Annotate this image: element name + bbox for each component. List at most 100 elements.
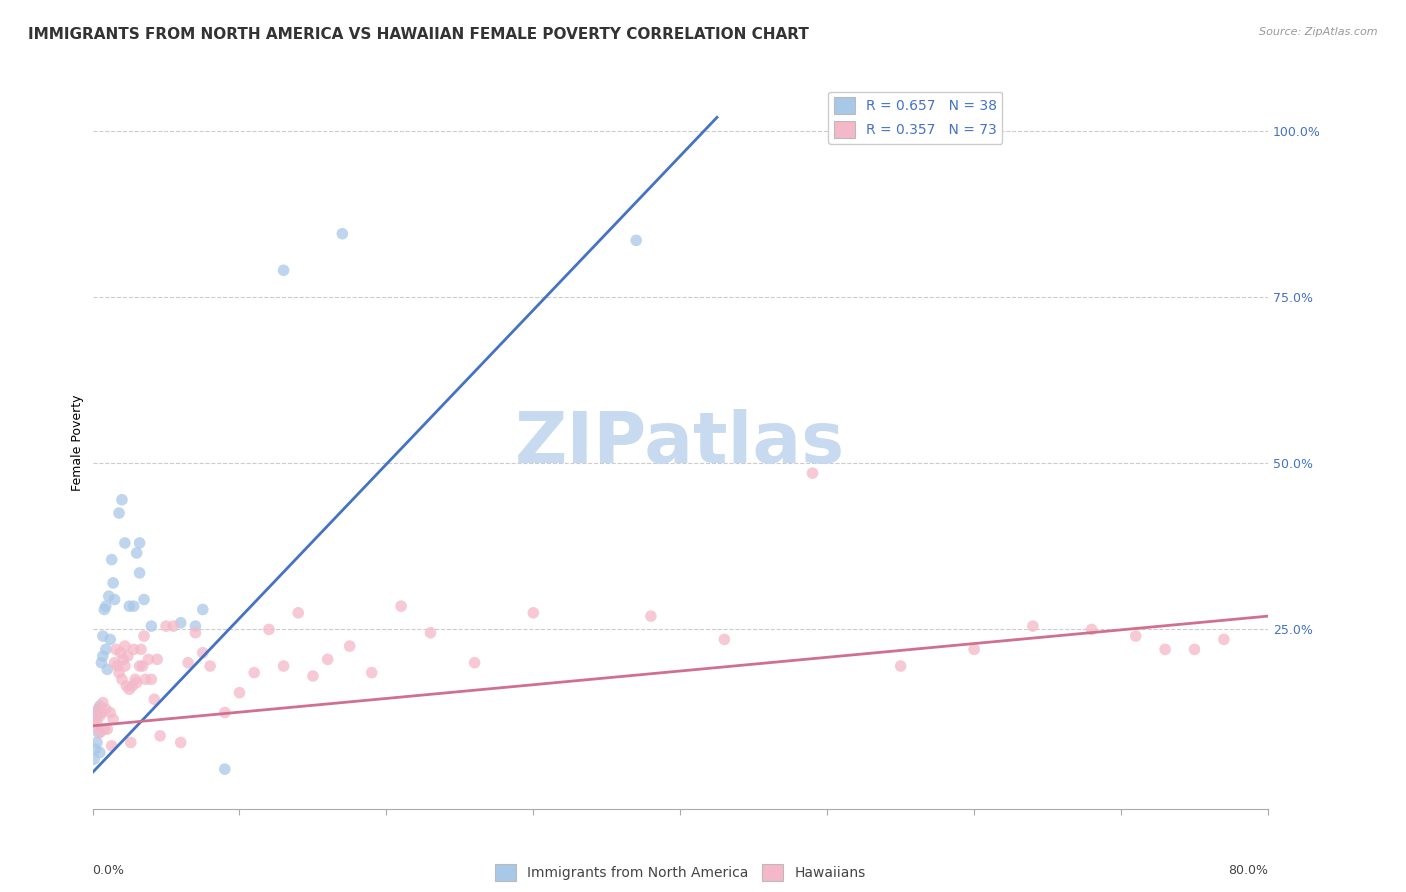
Point: [98, 706, 121, 720]
Point: [86, 735, 108, 749]
Point: [801, 466, 824, 480]
Point: [118, 682, 141, 697]
Point: [138, 652, 160, 666]
Point: [1154, 642, 1177, 657]
Point: [1184, 642, 1206, 657]
Point: [86, 709, 108, 723]
Point: [128, 536, 150, 550]
Point: [149, 729, 172, 743]
Point: [94, 702, 117, 716]
Point: [91, 629, 114, 643]
Point: [890, 659, 912, 673]
Point: [111, 673, 134, 687]
Point: [273, 659, 295, 673]
Point: [1125, 629, 1147, 643]
Point: [112, 652, 135, 666]
Point: [115, 679, 138, 693]
Point: [114, 659, 136, 673]
Point: [389, 599, 412, 614]
Point: [105, 642, 128, 657]
Point: [91, 696, 114, 710]
Point: [184, 625, 207, 640]
Point: [713, 632, 735, 647]
Point: [122, 642, 145, 657]
Point: [91, 648, 114, 663]
Point: [624, 233, 647, 247]
Point: [83, 752, 105, 766]
Text: ZIPatlas: ZIPatlas: [515, 409, 845, 478]
Point: [114, 536, 136, 550]
Point: [86, 715, 108, 730]
Point: [96, 662, 118, 676]
Point: [125, 675, 148, 690]
Point: [101, 712, 124, 726]
Point: [302, 669, 325, 683]
Point: [191, 646, 214, 660]
Point: [101, 575, 124, 590]
Point: [198, 659, 221, 673]
Point: [214, 762, 236, 776]
Point: [90, 706, 112, 720]
Point: [125, 546, 148, 560]
Point: [117, 648, 139, 663]
Point: [84, 719, 107, 733]
Point: [108, 665, 131, 680]
Point: [214, 706, 236, 720]
Point: [522, 606, 544, 620]
Point: [132, 592, 155, 607]
Point: [89, 709, 111, 723]
Point: [111, 492, 134, 507]
Point: [104, 656, 127, 670]
Point: [100, 739, 122, 753]
Point: [128, 566, 150, 580]
Point: [89, 746, 111, 760]
Point: [120, 735, 142, 749]
Point: [1080, 623, 1102, 637]
Point: [90, 656, 112, 670]
Text: Source: ZipAtlas.com: Source: ZipAtlas.com: [1260, 27, 1378, 37]
Point: [131, 659, 153, 673]
Point: [108, 506, 131, 520]
Point: [129, 642, 152, 657]
Point: [1212, 632, 1234, 647]
Y-axis label: Female Poverty: Female Poverty: [72, 395, 84, 491]
Point: [89, 725, 111, 739]
Point: [87, 725, 110, 739]
Point: [83, 709, 105, 723]
Legend: Immigrants from North America, Hawaiians: Immigrants from North America, Hawaiians: [489, 858, 872, 886]
Point: [170, 735, 193, 749]
Point: [162, 619, 184, 633]
Point: [93, 722, 115, 736]
Point: [287, 606, 309, 620]
Point: [84, 742, 107, 756]
Point: [360, 665, 382, 680]
Point: [141, 673, 163, 687]
Point: [257, 623, 280, 637]
Point: [243, 665, 266, 680]
Point: [84, 709, 107, 723]
Point: [122, 599, 145, 614]
Point: [330, 227, 353, 241]
Point: [273, 263, 295, 277]
Point: [963, 642, 986, 657]
Point: [143, 692, 166, 706]
Point: [124, 673, 146, 687]
Point: [132, 629, 155, 643]
Point: [1022, 619, 1045, 633]
Point: [114, 639, 136, 653]
Point: [89, 698, 111, 713]
Point: [107, 659, 129, 673]
Point: [170, 615, 193, 630]
Point: [228, 685, 250, 699]
Point: [134, 673, 156, 687]
Point: [96, 722, 118, 736]
Point: [464, 656, 486, 670]
Point: [118, 599, 141, 614]
Point: [184, 619, 207, 633]
Point: [98, 632, 121, 647]
Point: [94, 642, 117, 657]
Point: [94, 599, 117, 614]
Point: [141, 619, 163, 633]
Point: [93, 602, 115, 616]
Point: [87, 702, 110, 716]
